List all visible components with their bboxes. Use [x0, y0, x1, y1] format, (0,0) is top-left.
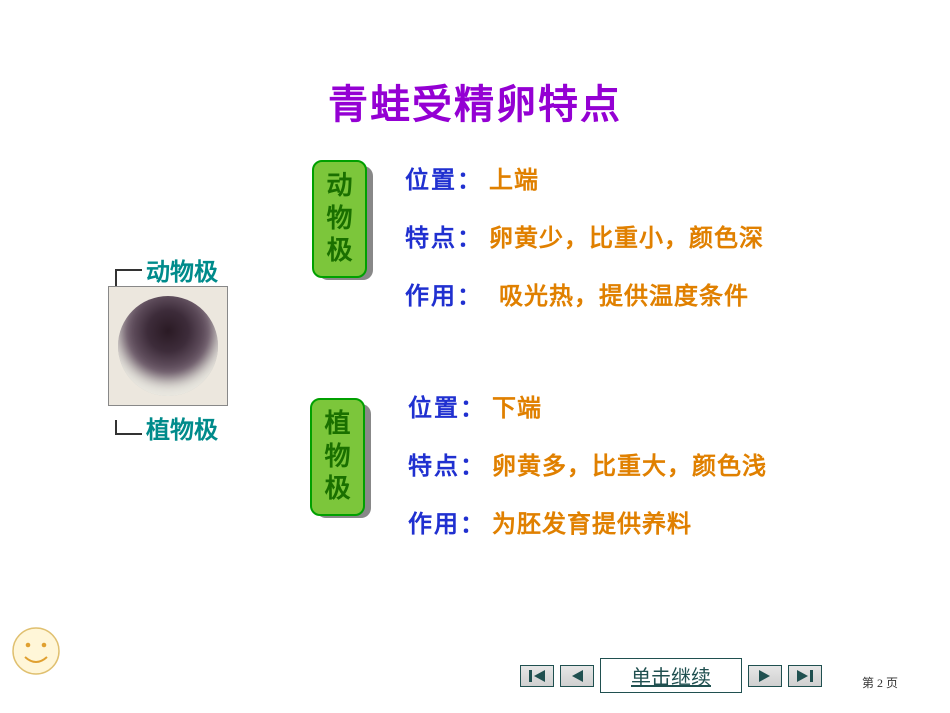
row-value: 为胚发育提供养料 [492, 504, 692, 539]
box-char: 极 [312, 473, 363, 506]
continue-button[interactable]: 单击继续 [600, 658, 742, 693]
animal-position-row: 位置： 上端 [405, 160, 539, 195]
plant-pole-label: 植物极 [146, 410, 218, 445]
plant-function-row: 作用： 为胚发育提供养料 [408, 504, 692, 539]
row-label: 作用： [405, 276, 483, 311]
prev-icon [568, 669, 586, 683]
animal-pole-box: 动 物 极 [312, 160, 367, 278]
nav-first-button[interactable] [520, 665, 554, 687]
row-label: 位置： [405, 160, 483, 195]
nav-next-button[interactable] [748, 665, 782, 687]
row-label: 特点： [408, 446, 486, 481]
nav-prev-button[interactable] [560, 665, 594, 687]
last-icon [796, 669, 814, 683]
smiley-icon [10, 625, 62, 677]
box-face: 植 物 极 [310, 398, 365, 516]
animal-pole-label: 动物极 [146, 252, 218, 287]
animal-function-row: 作用： 吸光热，提供温度条件 [405, 276, 749, 311]
next-icon [756, 669, 774, 683]
slide-title: 青蛙受精卵特点 [328, 72, 622, 130]
row-label: 特点： [405, 218, 483, 253]
page-number: 第 2 页 [862, 674, 898, 691]
egg-circle [118, 296, 218, 396]
plant-position-row: 位置： 下端 [408, 388, 542, 423]
box-char: 物 [314, 203, 365, 236]
box-char: 植 [312, 408, 363, 441]
leader-line-bottom [98, 420, 142, 450]
leader-line-top [98, 258, 142, 288]
row-label: 位置： [408, 388, 486, 423]
box-char: 极 [314, 235, 365, 268]
first-icon [528, 669, 546, 683]
plant-feature-row: 特点： 卵黄多，比重大，颜色浅 [408, 446, 767, 481]
row-label: 作用： [408, 504, 486, 539]
egg-image [108, 286, 228, 406]
row-value: 下端 [492, 388, 542, 423]
box-char: 动 [314, 170, 365, 203]
box-face: 动 物 极 [312, 160, 367, 278]
row-value: 卵黄多，比重大，颜色浅 [492, 446, 767, 481]
row-value: 卵黄少，比重小，颜色深 [489, 218, 764, 253]
nav-last-button[interactable] [788, 665, 822, 687]
row-value: 上端 [489, 160, 539, 195]
animal-feature-row: 特点： 卵黄少，比重小，颜色深 [405, 218, 764, 253]
nav-bar: 单击继续 [520, 658, 822, 693]
box-char: 物 [312, 441, 363, 474]
plant-pole-box: 植 物 极 [310, 398, 365, 516]
row-value: 吸光热，提供温度条件 [499, 276, 749, 311]
